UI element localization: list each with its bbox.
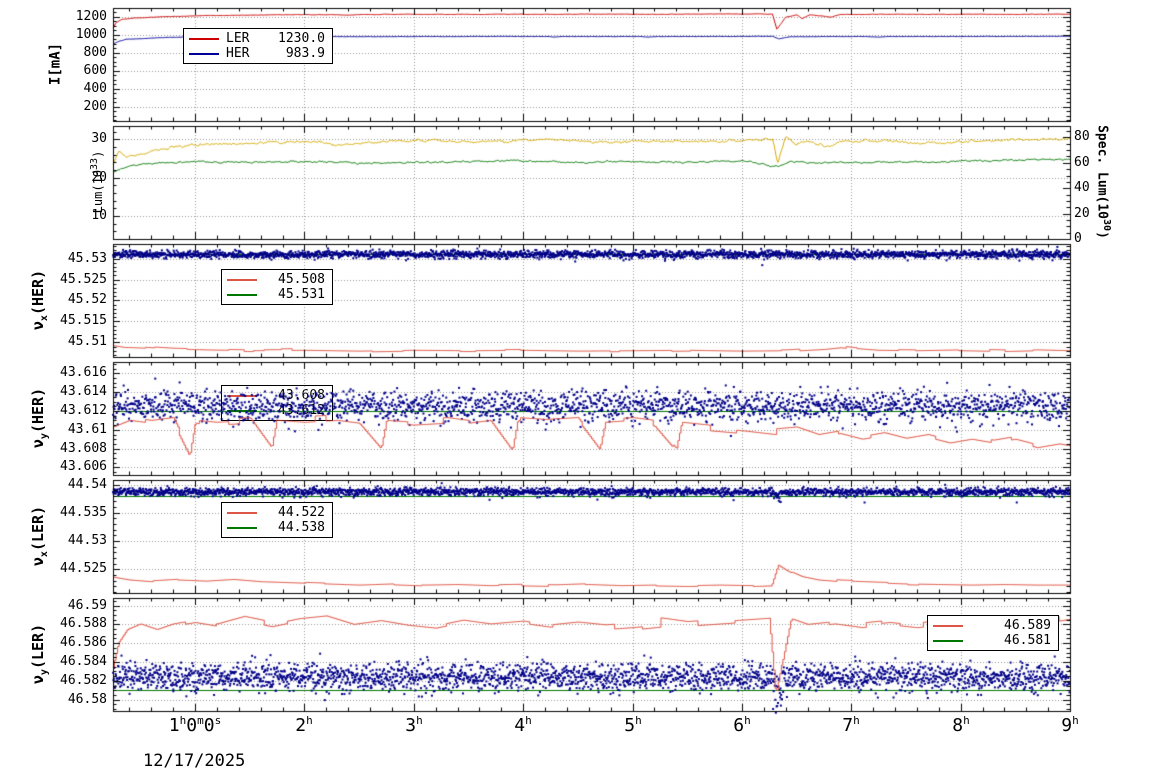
y-axis-title-text: ν (29, 675, 47, 685)
legend-entry: 44.538 (227, 520, 327, 535)
y-axis-title-current: I[mA] (42, 0, 64, 164)
her-line-sample (189, 52, 219, 55)
y-axis-title-text: Lum(10 (91, 169, 105, 214)
y-axis-title-nuy-ler: νy(LER) (29, 623, 50, 685)
legend-value: 983.9 (285, 46, 325, 61)
ler-line-sample (189, 37, 219, 40)
legend-value: 45.531 (278, 287, 325, 302)
legend-value: 45.508 (278, 272, 325, 287)
y-axis-title-luminosity: Lum(1033) (89, 150, 105, 214)
legend-beam-current: LER 1230.0 HER 983.9 (183, 28, 333, 64)
legend-nux-ler: 44.522 44.538 (221, 502, 333, 538)
measured-line-sample (933, 624, 963, 627)
legend-value: 46.589 (1004, 618, 1051, 633)
legend-value: 44.522 (278, 505, 325, 520)
legend-entry: 45.508 (227, 272, 327, 287)
legend-entry: 44.522 (227, 505, 327, 520)
legend-entry: 46.581 (933, 633, 1053, 648)
legend-label: HER (226, 46, 250, 61)
legend-value: 1230.0 (278, 31, 325, 46)
y-axis-title-specific-luminosity: Spec. Lum(1030) (1094, 125, 1112, 239)
legend-entry-ler: LER 1230.0 (189, 31, 327, 46)
legend-label: LER (226, 31, 250, 46)
setpoint-line-sample (933, 639, 963, 642)
measured-line-sample (227, 278, 257, 281)
legend-entry: 46.589 (933, 618, 1053, 633)
legend-value: 46.581 (1004, 633, 1051, 648)
legend-nuy-ler: 46.589 46.581 (927, 615, 1059, 651)
legend-entry: 45.531 (227, 287, 327, 302)
legend-nux-her: 45.508 45.531 (221, 269, 333, 305)
y-axis-title-text: I[mA] (47, 42, 64, 86)
legend-value: 44.538 (278, 520, 325, 535)
legend-entry-her: HER 983.9 (189, 46, 327, 61)
setpoint-line-sample (227, 293, 257, 296)
setpoint-line-sample (227, 526, 257, 529)
measured-line-sample (227, 511, 257, 514)
y-axis-title-text: Spec. Lum(10 (1094, 125, 1110, 220)
